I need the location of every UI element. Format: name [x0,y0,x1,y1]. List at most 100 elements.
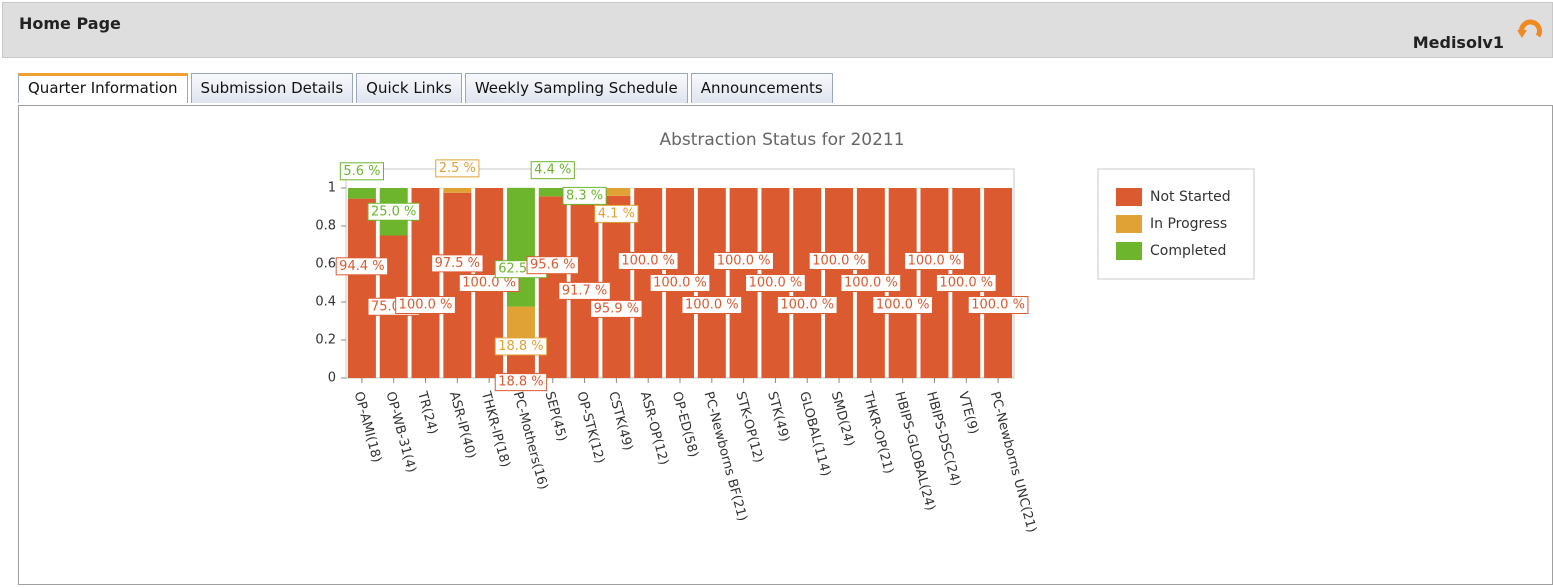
x-tick-label: THKR-OP(21) [859,389,896,476]
data-label-text: 25.0 % [371,204,416,219]
x-tick-label: OP-AMI(18) [351,390,384,464]
data-label-text: 91.7 % [562,283,607,298]
data-label-text: 100.0 % [399,298,453,313]
data-label-box [562,186,607,205]
data-label-text: 8.3 % [566,188,603,203]
x-tick-label: GLOBAL(114) [796,390,833,478]
data-label: 100.0 % [713,252,774,270]
data-label: 100.0 % [649,274,711,292]
x-tick-label: STK-OP(12) [732,390,765,465]
x-tick-label: ASR-OP(12) [637,390,671,467]
data-label: 95.9 % [590,299,643,318]
legend-label: Not Started [1150,189,1231,205]
data-label: 8.3 % [562,186,607,205]
data-label: 4.4 % [530,161,575,180]
legend-swatch [1116,188,1142,206]
data-label-box [904,252,965,270]
data-label-box [494,373,548,392]
data-label-text: 100.0 % [653,276,707,291]
bar-segment [506,306,535,343]
data-label-text: 100.0 % [462,276,516,291]
x-tick-label: SEP(45) [542,390,570,443]
data-label-box [339,162,384,181]
data-label: 25.0 % [367,202,420,221]
data-label-box [335,257,389,276]
data-label-text: 4.1 % [598,206,635,221]
refresh-icon[interactable] [1516,16,1546,46]
x-tick-label: VTE(9) [955,390,981,436]
y-tick-label: 0.8 [315,219,336,234]
data-label: 100.0 % [904,252,965,270]
y-tick-label: 1 [328,181,336,196]
data-label-text: 95.9 % [594,301,639,316]
data-label-text: 100.0 % [844,276,898,291]
legend-swatch [1116,242,1142,260]
x-tick-label: OP-STK(12) [573,390,607,465]
data-label: 100.0 % [935,274,997,292]
data-label-box [367,202,420,221]
data-label: 100.0 % [776,296,838,314]
data-label-box [808,252,870,270]
data-label-box [713,252,774,270]
legend-label: Completed [1150,243,1226,259]
data-label: 2.5 % [435,159,480,178]
data-label: 100.0 % [395,296,456,314]
data-label: 100.0 % [681,296,743,314]
x-tick-label: PC-Newborns UNC(21) [987,390,1039,534]
header: Home Page Medisolv1 [2,2,1553,58]
data-label-box [431,254,484,273]
bar-segment [443,188,472,193]
data-label-text: 100.0 % [908,254,962,269]
tab[interactable]: Weekly Sampling Schedule [464,73,688,103]
data-label-box [526,256,579,275]
data-label-box [494,337,548,356]
y-tick-label: 0.2 [315,333,336,348]
data-label: 18.8 % [494,373,548,392]
data-label-text: 100.0 % [971,298,1025,313]
legend-label: In Progress [1150,216,1227,232]
data-label-text: 100.0 % [812,254,866,269]
data-label-box [872,296,934,314]
data-label-box [458,274,520,292]
data-label-text: 2.5 % [439,161,476,176]
data-label-box [617,252,679,270]
x-tick-label: TR(24) [414,389,440,436]
data-label-box [745,274,806,292]
data-label-box [558,281,611,300]
x-tick-label: THKR-IP(18) [478,389,513,469]
bar-segment [347,198,376,378]
data-label-box [649,274,711,292]
x-tick-label: PC-Mothers(16) [510,390,551,491]
data-label: 100.0 % [745,274,806,292]
data-label-box [681,296,743,314]
y-tick-label: 0 [328,371,336,386]
data-label-text: 94.4 % [339,259,384,274]
data-label-box [935,274,997,292]
data-label-text: 5.6 % [343,164,380,179]
tab[interactable]: Quarter Information [18,73,188,103]
x-tick-label: ASR-IP(40) [446,390,478,460]
tab[interactable]: Submission Details [190,73,354,103]
x-tick-label: OP-WB-31(4) [382,390,418,474]
data-label-box [530,161,575,180]
data-label: 97.5 % [431,254,484,273]
tab[interactable]: Announcements [690,73,833,103]
data-label: 100.0 % [808,252,870,270]
data-label-box [594,204,639,223]
data-label: 95.6 % [526,256,579,275]
chart-title: Abstraction Status for 20211 [659,130,904,150]
tab[interactable]: Quick Links [356,73,462,103]
data-label-box [967,296,1029,314]
data-label-text: 100.0 % [780,298,834,313]
data-label-text: 4.4 % [534,163,571,178]
data-label: 100.0 % [872,296,934,314]
data-label-box [840,274,902,292]
data-label: 94.4 % [335,257,389,276]
data-label-text: 100.0 % [939,276,993,291]
data-label-box [776,296,838,314]
data-label-text: 97.5 % [435,256,480,271]
data-label-text: 18.8 % [498,339,543,354]
x-tick-label: STK(49) [764,390,792,444]
data-label: 100.0 % [840,274,902,292]
